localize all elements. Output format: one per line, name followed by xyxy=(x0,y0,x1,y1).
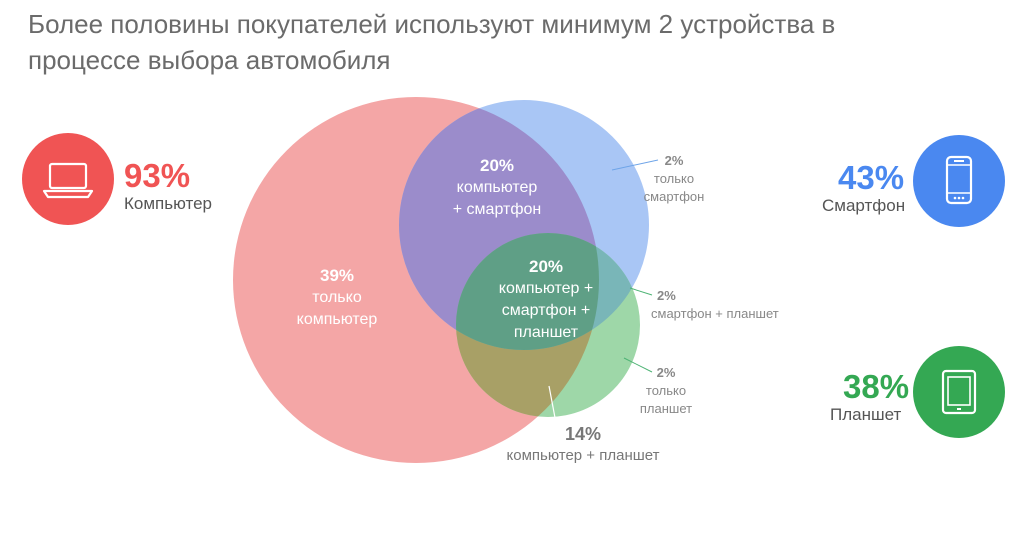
segment-computer-smartphone-line1: компьютер xyxy=(456,179,538,196)
segment-smartphone-tablet: 2% смартфон + планшет xyxy=(651,287,811,323)
segment-only-smartphone-line2: смартфон xyxy=(643,189,705,204)
segment-only-tablet-percent: 2% xyxy=(656,365,676,380)
leader-smartphone-tablet xyxy=(629,287,653,296)
leader-computer-tablet xyxy=(548,385,557,424)
smartphone-icon xyxy=(913,135,1005,227)
segment-computer-smartphone: 20% компьютер + смартфон xyxy=(422,155,572,221)
all-three-overlap xyxy=(456,233,640,350)
segment-all-three-percent: 20% xyxy=(528,257,564,276)
segment-computer-tablet: 14% компьютер + планшет xyxy=(478,423,688,467)
segment-computer-tablet-percent: 14% xyxy=(564,424,602,444)
leader-only-smartphone xyxy=(611,159,659,171)
title-line-2: процессе выбора автомобиля xyxy=(28,45,391,75)
segment-only-computer-line1: только xyxy=(312,289,362,306)
segment-only-tablet: 2% только планшет xyxy=(618,364,714,418)
title-line-1: Более половины покупателей используют ми… xyxy=(28,9,836,39)
segment-only-tablet-line2: планшет xyxy=(639,401,693,416)
segment-all-three: 20% компьютер + смартфон + планшет xyxy=(471,256,621,344)
segment-only-computer: 39% только компьютер xyxy=(262,265,412,331)
segment-only-smartphone-percent: 2% xyxy=(664,153,684,168)
smartphone-percent: 43% xyxy=(838,159,905,196)
leader-only-tablet xyxy=(623,357,653,373)
computer-percent: 93% xyxy=(124,157,191,194)
segment-only-smartphone-line1: только xyxy=(653,171,695,186)
segment-smartphone-tablet-percent: 2% xyxy=(657,288,676,303)
tablet-percent: 38% xyxy=(843,368,910,405)
computer-label: Компьютер xyxy=(124,194,212,213)
segment-only-computer-line2: компьютер xyxy=(296,311,378,328)
tablet-label: Планшет xyxy=(830,405,902,424)
segment-computer-smartphone-percent: 20% xyxy=(479,156,515,175)
segment-computer-tablet-line1: компьютер + планшет xyxy=(506,447,660,464)
tablet-icon xyxy=(913,346,1005,438)
smartphone-label: Смартфон xyxy=(822,196,906,215)
segment-only-smartphone: 2% только смартфон xyxy=(626,152,722,206)
segment-only-tablet-line1: только xyxy=(645,383,687,398)
segment-all-three-line1: компьютер + xyxy=(498,280,594,297)
segment-all-three-line3: планшет xyxy=(513,324,579,341)
segment-only-computer-percent: 39% xyxy=(319,266,355,285)
page-title: Более половины покупателей используют ми… xyxy=(28,6,928,78)
segment-smartphone-tablet-line1: смартфон + планшет xyxy=(651,306,779,321)
laptop-icon xyxy=(22,133,114,225)
segment-computer-smartphone-line2: + смартфон xyxy=(452,201,542,218)
segment-all-three-line2: смартфон + xyxy=(501,302,591,319)
